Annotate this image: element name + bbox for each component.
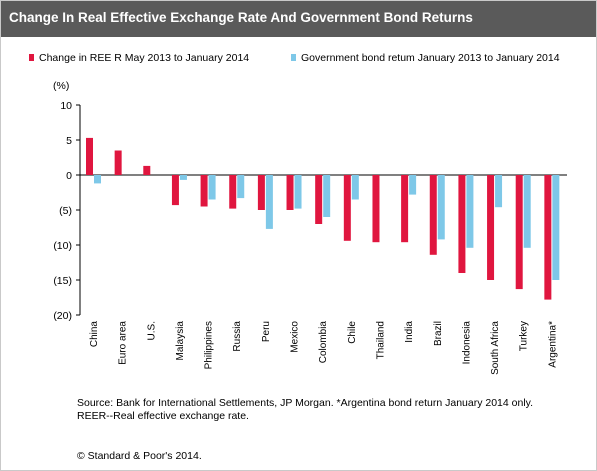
bar-series1-16 — [552, 175, 560, 280]
bar-series0-2 — [143, 165, 151, 175]
bar-series0-14 — [487, 175, 495, 280]
bar-series0-6 — [257, 175, 265, 210]
y-tick-label-3: (5) — [59, 205, 72, 217]
axes: (%) 10 5 0 (5) (10) (15) (20) — [53, 80, 567, 322]
y-unit-label: (%) — [53, 80, 69, 92]
bar-series0-5 — [229, 175, 237, 209]
bar-series1-4 — [208, 175, 216, 200]
legend-label-0: Change in REE R May 2013 to January 2014 — [39, 52, 249, 64]
bar-series0-8 — [315, 175, 323, 224]
y-tick-label-6: (20) — [53, 310, 72, 322]
y-tick-label-5: (15) — [53, 275, 72, 287]
bar-series0-12 — [429, 175, 437, 255]
y-tick-label-4: (10) — [53, 240, 72, 252]
legend-swatch-1 — [291, 54, 296, 61]
chart-title: Change In Real Effective Exchange Rate A… — [9, 10, 473, 25]
bar-series1-7 — [294, 175, 302, 209]
y-tick-label-2: 0 — [66, 170, 72, 182]
legend: Change in REE R May 2013 to January 2014… — [29, 52, 560, 64]
category-label-10: Thailand — [375, 321, 386, 359]
bar-series1-5 — [237, 175, 245, 199]
bar-series0-16 — [544, 175, 552, 300]
category-label-14: South Africa — [490, 321, 501, 375]
category-label-15: Turkey — [519, 321, 530, 351]
category-label-1: Euro area — [118, 321, 129, 365]
bar-series1-14 — [495, 175, 503, 208]
category-label-11: India — [404, 321, 415, 343]
bar-series1-3 — [179, 175, 187, 180]
chart-area: Change in REE R May 2013 to January 2014… — [29, 52, 567, 375]
legend-label-1: Government bond retum January 2013 to Ja… — [301, 52, 560, 64]
y-tick-label-0: 10 — [60, 100, 72, 112]
bar-series0-11 — [401, 175, 409, 243]
category-label-3: Malaysia — [175, 321, 186, 361]
bar-series1-6 — [265, 175, 273, 229]
bar-series0-4 — [200, 175, 208, 207]
category-label-4: Philippines — [204, 321, 215, 369]
y-tick-label-1: 5 — [66, 135, 72, 147]
category-labels: China Euro area U.S. Malaysia Philippines Rus… — [89, 321, 558, 375]
bar-series1-12 — [437, 175, 445, 240]
legend-swatch-0 — [29, 54, 34, 61]
bars — [86, 137, 560, 300]
bar-series0-13 — [458, 175, 466, 273]
category-label-5: Russia — [232, 321, 243, 352]
category-label-9: Chile — [347, 321, 358, 344]
bar-series0-3 — [171, 175, 179, 206]
bar-series0-0 — [86, 137, 93, 175]
bar-series1-0 — [94, 175, 101, 184]
source-note: Source: Bank for International Settlemen… — [77, 397, 534, 422]
copyright-note: © Standard & Poor's 2014. — [77, 450, 202, 462]
category-label-2: U.S. — [146, 321, 157, 340]
category-label-13: Indonesia — [461, 321, 472, 365]
bar-series0-10 — [372, 175, 380, 243]
bar-series1-13 — [466, 175, 474, 248]
category-label-8: Colombia — [318, 321, 329, 364]
category-label-6: Peru — [261, 321, 272, 342]
bar-series0-9 — [343, 175, 351, 241]
title-bar: Change In Real Effective Exchange Rate A… — [1, 1, 596, 37]
bar-series1-8 — [323, 175, 331, 217]
bar-series1-9 — [351, 175, 359, 200]
category-label-12: Brazil — [433, 321, 444, 346]
bar-series1-15 — [523, 175, 531, 248]
bar-series0-7 — [286, 175, 294, 210]
category-label-16: Argentina* — [547, 321, 558, 368]
bar-series0-1 — [114, 150, 122, 175]
bar-series1-11 — [409, 175, 417, 195]
bar-series0-15 — [515, 175, 523, 290]
category-label-0: China — [89, 321, 100, 348]
category-label-7: Mexico — [290, 321, 301, 353]
